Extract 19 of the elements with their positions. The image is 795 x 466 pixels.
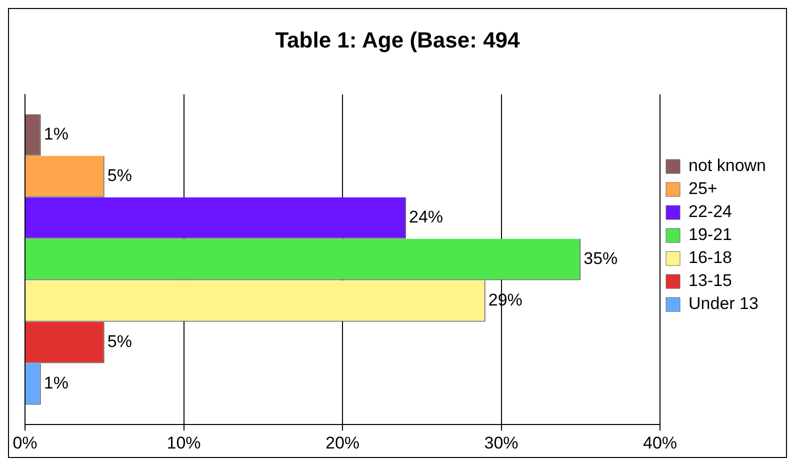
legend-label: 13-15 — [688, 271, 732, 290]
legend-label: Under 13 — [688, 294, 758, 314]
x-tick-label: 40% — [642, 433, 678, 452]
data-label: 1% — [44, 124, 68, 144]
x-tick-label: 30% — [484, 433, 518, 452]
x-tick-label: 0% — [12, 433, 38, 452]
legend-label: 19-21 — [688, 225, 732, 244]
data-label: 24% — [409, 208, 444, 227]
x-tick-label: 20% — [325, 433, 360, 452]
legend-label: 22-24 — [688, 202, 732, 222]
data-label: 5% — [107, 332, 132, 352]
legend-label: not known — [688, 156, 766, 176]
legend-label: 25+ — [688, 179, 718, 198]
chart-title: Table 1: Age (Base: 494 — [275, 27, 521, 52]
data-label: 5% — [107, 166, 132, 186]
data-label: 35% — [584, 249, 618, 268]
legend-label: 16-18 — [688, 248, 732, 268]
x-tick-label: 10% — [166, 433, 201, 452]
data-label: 1% — [44, 374, 68, 393]
